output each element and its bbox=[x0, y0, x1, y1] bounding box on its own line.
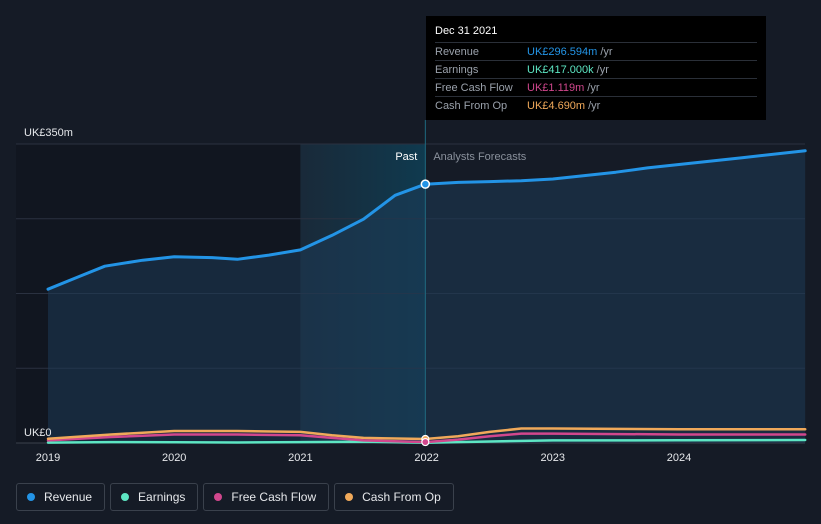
tooltip-unit: /yr bbox=[596, 63, 609, 76]
legend-label: Revenue bbox=[44, 490, 93, 504]
tooltip-row-earnings: Earnings UK£417.000k /yr bbox=[435, 60, 757, 78]
legend-dot-icon bbox=[121, 493, 130, 501]
tooltip-row-free-cash-flow: Free Cash Flow UK£1.119m /yr bbox=[435, 78, 757, 96]
x-tick-label: 2024 bbox=[667, 452, 691, 464]
tooltip-name: Free Cash Flow bbox=[435, 81, 513, 94]
series-line-cash-from-op bbox=[46, 427, 807, 441]
tooltip-value: UK£4.690m bbox=[527, 99, 586, 112]
series-line-free-cash-flow bbox=[46, 432, 807, 444]
chart: UK£350m UK£0 2019 2020 2021 2022 2023 2024 Past A… bbox=[16, 120, 807, 464]
series-line-revenue bbox=[46, 149, 807, 291]
tooltip-name: Revenue bbox=[435, 45, 480, 58]
x-tick-label: 2019 bbox=[36, 452, 60, 464]
x-tick-label: 2022 bbox=[414, 452, 438, 464]
revenue-marker bbox=[420, 179, 431, 189]
revenue-area bbox=[48, 150, 806, 444]
tooltip-value: UK£417.000k bbox=[527, 63, 594, 76]
x-tick-label: 2023 bbox=[541, 452, 565, 464]
tooltip-value: UK£1.119m bbox=[527, 81, 585, 94]
forecast-label: Analysts Forecasts bbox=[433, 151, 526, 163]
legend-dot-icon bbox=[27, 493, 35, 501]
tooltip-name: Earnings bbox=[435, 63, 479, 76]
legend-item-cash-from-op[interactable]: Cash From Op bbox=[334, 483, 454, 511]
tooltip-unit: /yr bbox=[588, 99, 601, 112]
legend-label: Free Cash Flow bbox=[231, 490, 317, 504]
legend: Revenue Earnings Free Cash Flow Cash Fro… bbox=[16, 483, 454, 511]
tooltip-row-revenue: Revenue UK£296.594m /yr bbox=[435, 42, 757, 60]
x-tick-label: 2020 bbox=[162, 452, 186, 464]
legend-item-earnings[interactable]: Earnings bbox=[110, 483, 199, 511]
x-tick-label: 2021 bbox=[288, 452, 312, 464]
legend-label: Earnings bbox=[138, 490, 186, 504]
tooltip-name: Cash From Op bbox=[435, 99, 508, 112]
tooltip: Dec 31 2021 Revenue UK£296.594m /yr Earn… bbox=[426, 16, 766, 120]
legend-label: Cash From Op bbox=[362, 490, 441, 504]
tooltip-row-cash-from-op: Cash From Op UK£4.690m /yr bbox=[435, 96, 757, 114]
free-cash-flow-marker bbox=[421, 437, 430, 447]
tooltip-unit: /yr bbox=[600, 45, 613, 58]
legend-item-free-cash-flow[interactable]: Free Cash Flow bbox=[203, 483, 330, 511]
tooltip-value: UK£296.594m bbox=[527, 45, 598, 58]
y-axis-bottom-label: UK£0 bbox=[24, 427, 52, 439]
legend-dot-icon bbox=[345, 493, 354, 501]
y-axis-top-label: UK£350m bbox=[24, 127, 73, 139]
series-line-earnings bbox=[46, 438, 807, 444]
tooltip-date: Dec 31 2021 bbox=[435, 25, 498, 37]
past-label: Past bbox=[395, 151, 417, 163]
legend-item-revenue[interactable]: Revenue bbox=[16, 483, 106, 511]
tooltip-unit: /yr bbox=[587, 81, 600, 94]
legend-dot-icon bbox=[214, 493, 223, 501]
